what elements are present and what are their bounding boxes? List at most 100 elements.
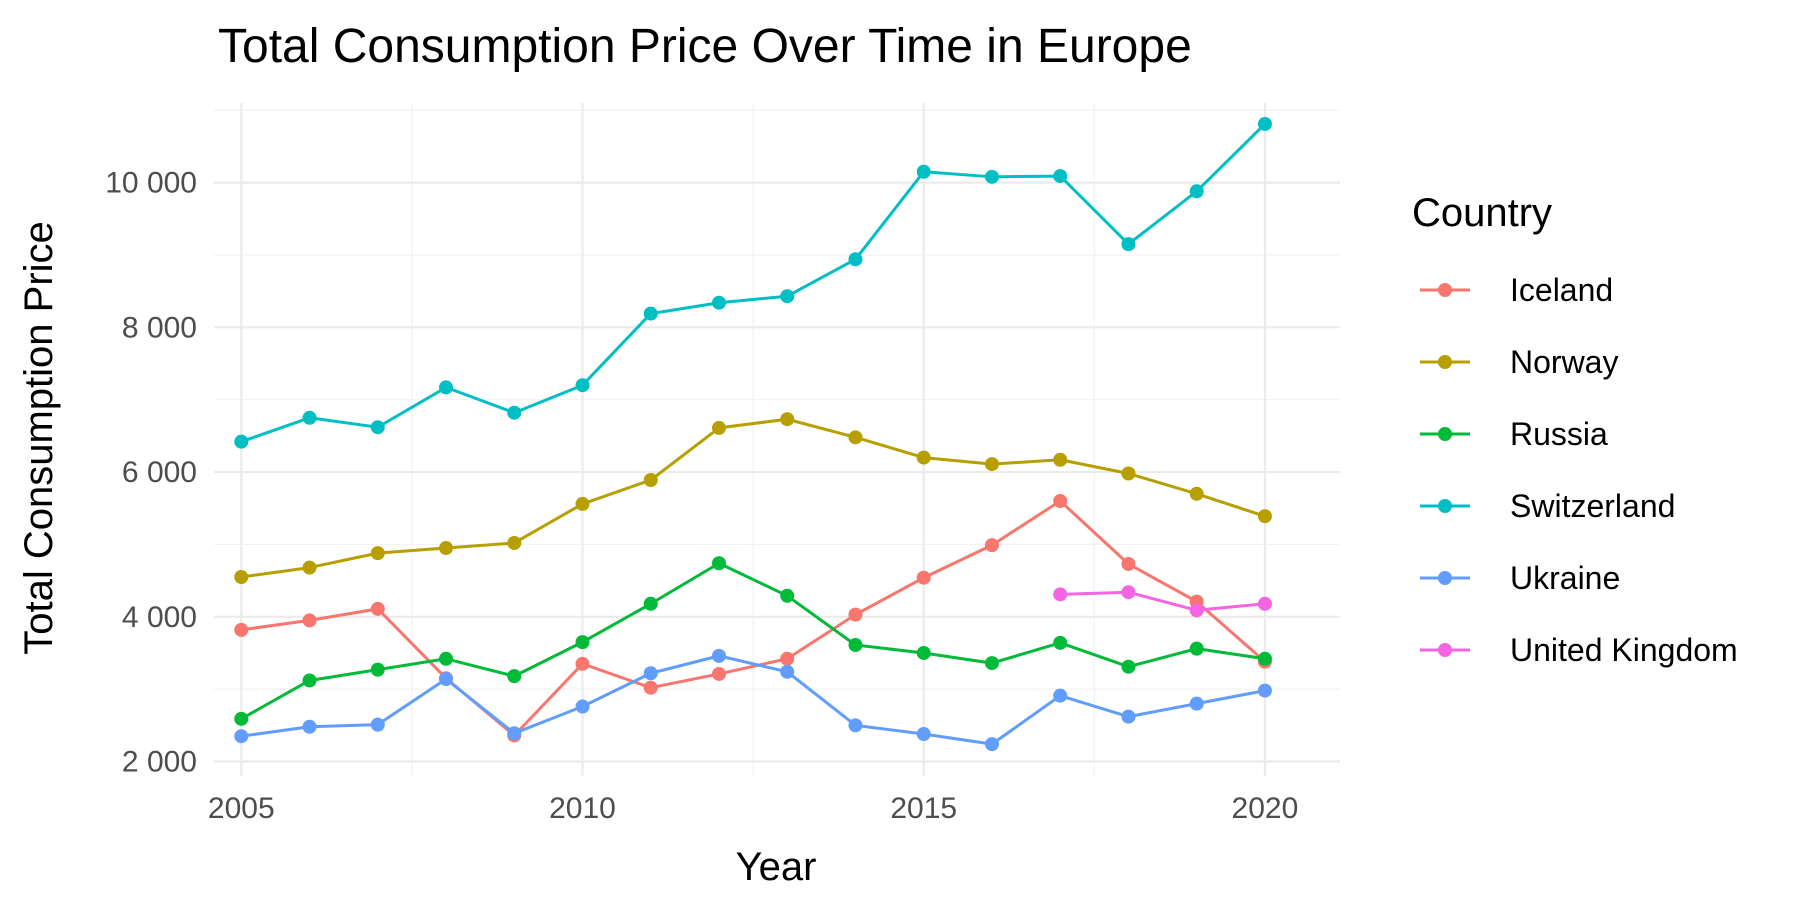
data-point-norway: [302, 560, 317, 575]
legend-key-point: [1438, 571, 1452, 585]
data-point-switzerland: [848, 252, 863, 267]
data-point-switzerland: [916, 164, 931, 179]
legend-items: Iceland Norway Russia Switzerland Ukraine Uni…: [1420, 272, 1738, 668]
legend-label: Ukraine: [1510, 560, 1620, 596]
data-point-united-kingdom: [1257, 596, 1272, 611]
legend-key-point: [1438, 355, 1452, 369]
data-point-ukraine: [575, 699, 590, 714]
legend-label: United Kingdom: [1510, 632, 1738, 668]
data-point-switzerland: [711, 295, 726, 310]
legend-title: Country: [1412, 191, 1552, 235]
y-tick-label: 6 000: [122, 456, 197, 489]
data-point-ukraine: [848, 718, 863, 733]
data-point-switzerland: [302, 410, 317, 425]
data-point-iceland: [1121, 556, 1136, 571]
data-point-russia: [643, 596, 658, 611]
data-point-switzerland: [1121, 237, 1136, 252]
legend-item-iceland: Iceland: [1420, 272, 1613, 308]
data-point-iceland: [916, 570, 931, 585]
data-point-norway: [1189, 486, 1204, 501]
data-point-russia: [507, 669, 522, 684]
data-point-russia: [916, 645, 931, 660]
series-lines: [240, 122, 1266, 746]
data-point-iceland: [848, 607, 863, 622]
data-point-russia: [370, 662, 385, 677]
series-line-iceland: [241, 499, 1266, 737]
data-point-ukraine: [234, 729, 249, 744]
x-tick-label: 2010: [549, 792, 616, 825]
data-point-ukraine: [711, 648, 726, 663]
data-point-ukraine: [780, 664, 795, 679]
data-point-switzerland: [370, 420, 385, 435]
data-point-ukraine: [643, 666, 658, 681]
data-point-norway: [507, 535, 522, 550]
legend: Country Iceland Norway Russia Switzerland Uk…: [1412, 191, 1738, 668]
x-axis-title: Year: [736, 845, 817, 889]
data-point-iceland: [302, 613, 317, 628]
data-point-switzerland: [1053, 169, 1068, 184]
legend-item-switzerland: Switzerland: [1420, 488, 1675, 524]
legend-item-russia: Russia: [1420, 416, 1608, 452]
data-point-norway: [1121, 466, 1136, 481]
data-point-russia: [1189, 641, 1204, 656]
series-line-norway: [241, 417, 1266, 579]
series-line-russia: [240, 561, 1266, 721]
data-point-ukraine: [370, 717, 385, 732]
y-axis-title: Total Consumption Price: [17, 221, 61, 655]
data-point-ukraine: [1121, 709, 1136, 724]
data-point-russia: [1053, 635, 1068, 650]
y-tick-label: 8 000: [122, 311, 197, 344]
data-point-switzerland: [234, 434, 249, 449]
data-point-switzerland: [643, 306, 658, 321]
legend-item-norway: Norway: [1420, 344, 1618, 380]
legend-label: Russia: [1510, 416, 1608, 452]
series-line-ukraine: [241, 654, 1266, 746]
data-point-switzerland: [439, 380, 454, 395]
data-point-iceland: [1053, 494, 1068, 509]
x-axis-tick-labels: 2005 2010 2015 2020: [208, 792, 1298, 825]
data-point-ukraine: [439, 672, 454, 687]
legend-key-point: [1438, 499, 1452, 513]
data-point-russia: [780, 588, 795, 603]
data-point-norway: [848, 430, 863, 445]
major-gridlines: [214, 103, 1340, 776]
data-point-norway: [439, 541, 454, 556]
data-point-russia: [1257, 651, 1272, 666]
legend-label: Norway: [1510, 344, 1618, 380]
legend-label: Iceland: [1510, 272, 1613, 308]
data-point-switzerland: [780, 289, 795, 304]
data-point-switzerland: [507, 405, 522, 420]
y-axis-tick-labels: 2 000 4 000 6 000 8 000 10 000: [105, 167, 197, 779]
legend-key-point: [1438, 427, 1452, 441]
x-tick-label: 2015: [890, 792, 957, 825]
minor-gridlines: [214, 103, 1340, 776]
legend-item-ukraine: Ukraine: [1420, 560, 1620, 596]
data-point-iceland: [370, 601, 385, 616]
chart-title: Total Consumption Price Over Time in Eur…: [218, 20, 1192, 73]
data-point-ukraine: [302, 719, 317, 734]
data-point-switzerland: [575, 378, 590, 393]
data-point-norway: [916, 450, 931, 465]
data-point-norway: [780, 412, 795, 427]
data-point-norway: [370, 546, 385, 561]
data-point-russia: [984, 656, 999, 671]
data-point-russia: [848, 638, 863, 653]
data-point-ukraine: [916, 727, 931, 742]
data-point-russia: [302, 673, 317, 688]
data-point-iceland: [780, 651, 795, 666]
data-point-iceland: [575, 656, 590, 671]
data-point-russia: [575, 635, 590, 650]
data-point-russia: [1121, 659, 1136, 674]
data-point-united-kingdom: [1121, 585, 1136, 600]
data-point-russia: [439, 651, 454, 666]
data-point-ukraine: [1189, 696, 1204, 711]
data-point-ukraine: [1053, 688, 1068, 703]
data-point-russia: [711, 556, 726, 571]
data-point-iceland: [234, 622, 249, 637]
data-point-ukraine: [984, 737, 999, 752]
series-line-united-kingdom: [1060, 590, 1266, 612]
y-tick-label: 4 000: [122, 601, 197, 634]
data-point-russia: [234, 711, 249, 726]
legend-key-point: [1438, 643, 1452, 657]
